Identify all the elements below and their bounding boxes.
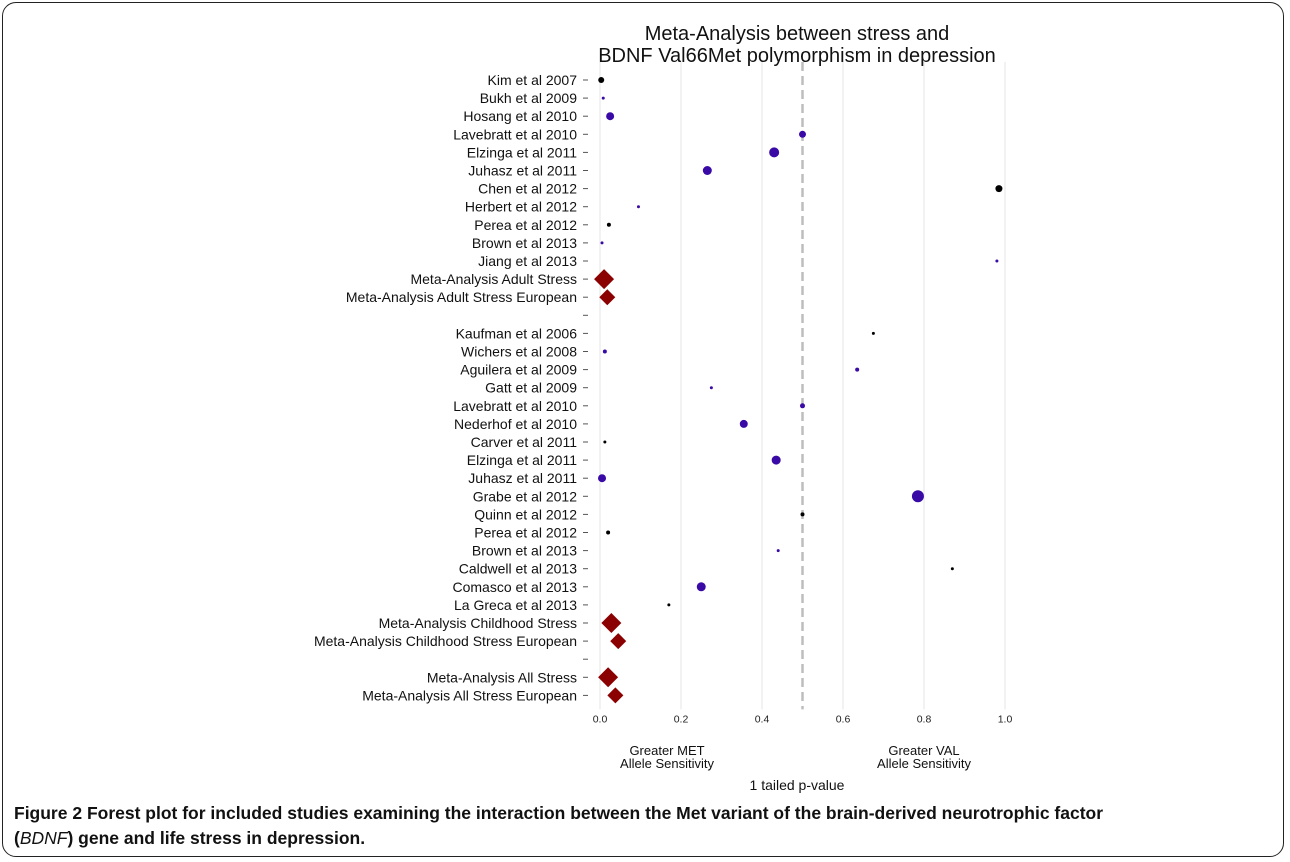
meta-analysis-diamond (594, 269, 615, 290)
y-tick-label: La Greca et al 2013 (454, 597, 577, 613)
chart-title-line: BDNF Val66Met polymorphism in depression (598, 45, 996, 67)
y-tick-label: Gatt et al 2009 (485, 380, 577, 396)
y-tick-label: Kim et al 2007 (488, 72, 578, 88)
caption-text-2: ) gene and life stress in depression. (67, 828, 366, 848)
y-tick-label: Wichers et al 2008 (461, 344, 577, 360)
study-point (602, 349, 607, 354)
study-point (702, 166, 712, 175)
study-point (800, 512, 805, 517)
y-tick-label: Elzinga et al 2011 (467, 144, 577, 160)
y-tick-label: Herbert et al 2012 (465, 199, 577, 215)
y-tick-label: Nederhof et al 2010 (454, 416, 577, 432)
study-point (606, 530, 611, 535)
y-tick-label: Bukh et al 2009 (480, 90, 578, 106)
meta-analysis-diamond (607, 687, 624, 704)
study-point (800, 403, 805, 409)
meta-analysis-diamond (599, 289, 616, 306)
y-tick-label: Juhasz et al 2011 (468, 163, 577, 179)
y-tick-label: Lavebratt et al 2010 (453, 126, 577, 142)
study-point (667, 603, 671, 607)
y-tick-label: Elzinga et al 2011 (467, 452, 577, 468)
y-tick-label: Hosang et al 2010 (463, 108, 577, 124)
study-point (739, 419, 748, 428)
y-tick-label: Meta-Analysis All Stress (427, 669, 577, 685)
y-tick-label: Meta-Analysis Adult Stress European (346, 289, 577, 305)
meta-analysis-diamond (598, 667, 619, 688)
y-tick-label: Perea et al 2012 (474, 217, 577, 233)
x-tick-label: 0.4 (755, 713, 770, 725)
y-tick-label: Aguilera et al 2009 (460, 362, 577, 378)
x-annotation: Allele Sensitivity (877, 756, 971, 771)
study-point (709, 386, 713, 390)
x-tick-label: 0.6 (836, 713, 851, 725)
x-tick-label: 1.0 (998, 713, 1013, 725)
caption-text-1: Forest plot for included studies examini… (82, 803, 1104, 823)
study-point (799, 130, 806, 138)
y-tick-label: Quinn et al 2012 (474, 506, 577, 522)
y-tick-label: Carver et al 2011 (471, 434, 578, 450)
study-point (601, 96, 605, 100)
y-tick-label: Kaufman et al 2006 (456, 325, 578, 341)
study-point (995, 185, 1003, 193)
study-point (603, 440, 607, 444)
x-axis-label: 1 tailed p-value (750, 777, 845, 793)
y-tick-label: Chen et al 2012 (478, 181, 577, 197)
study-point (995, 259, 999, 263)
x-annotation: Greater VAL (888, 743, 959, 758)
caption-gene-name: BDNF (19, 828, 68, 848)
y-tick-label: Juhasz et al 2011 (468, 470, 577, 486)
study-point (598, 77, 605, 83)
meta-analysis-diamond (610, 633, 627, 650)
study-point (598, 474, 607, 483)
chart-title-line: Meta-Analysis between stress and (645, 23, 950, 45)
y-tick-label: Meta-Analysis All Stress European (362, 687, 577, 703)
study-point (600, 241, 604, 245)
study-point (606, 112, 615, 121)
y-tick-label: Lavebratt et al 2010 (453, 398, 577, 414)
figure-caption: Figure 2 Forest plot for included studie… (14, 801, 1276, 851)
caption-figure-label: Figure 2 (14, 803, 83, 823)
meta-analysis-diamond (601, 613, 622, 633)
study-point (871, 331, 875, 335)
y-tick-label: Meta-Analysis Childhood Stress (379, 615, 577, 631)
study-point (771, 455, 781, 465)
study-point (769, 147, 780, 158)
x-tick-label: 0.2 (674, 713, 689, 725)
study-point (776, 549, 780, 553)
x-tick-label: 0.0 (593, 713, 608, 725)
study-point (606, 222, 611, 227)
x-annotation: Greater MET (629, 743, 704, 758)
x-tick-label: 0.8 (917, 713, 932, 725)
study-point (636, 205, 640, 209)
y-tick-label: Meta-Analysis Childhood Stress European (314, 633, 577, 649)
y-tick-label: Brown et al 2013 (472, 543, 577, 559)
study-point (855, 367, 860, 372)
y-tick-label: Brown et al 2013 (472, 235, 577, 251)
y-tick-label: Comasco et al 2013 (452, 579, 577, 595)
study-point (696, 582, 706, 592)
caption-open-paren: ( (14, 828, 20, 848)
y-tick-label: Caldwell et al 2013 (459, 561, 578, 577)
y-tick-label: Jiang et al 2013 (478, 253, 577, 269)
study-point (950, 567, 954, 571)
y-tick-label: Meta-Analysis Adult Stress (410, 271, 577, 287)
x-annotation: Allele Sensitivity (620, 756, 714, 771)
y-tick-label: Perea et al 2012 (474, 525, 577, 541)
study-point (911, 490, 924, 503)
y-tick-label: Grabe et al 2012 (473, 488, 578, 504)
